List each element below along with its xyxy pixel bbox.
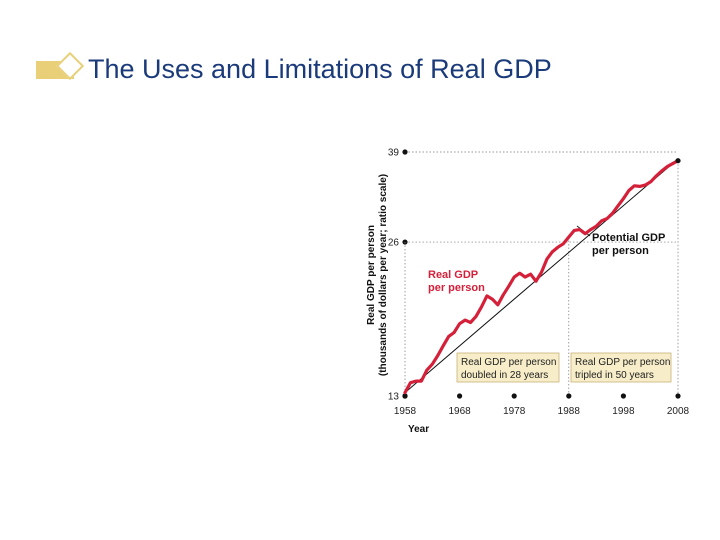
annotation-box-doubled-line2: doubled in 28 years [461,370,548,381]
x-tick-label-1998: 1998 [612,406,635,417]
x-tick-label-2008: 2008 [667,406,690,417]
slide-header: The Uses and Limitations of Real GDP [36,50,696,90]
x-tick-dot-1968 [457,393,463,399]
x-axis-title: Year [408,424,429,435]
potential-gdp-label-line2: per person [592,245,649,257]
y-axis-title-line1: Real GDP per person [366,225,377,325]
x-tick-dot-1958 [402,393,408,399]
y-tick-label-39: 39 [388,148,400,159]
real-gdp-label-line2: per person [428,282,485,294]
x-tick-dot-1978 [511,393,517,399]
y-tick-dot-39 [402,149,408,155]
y-tick-label-13: 13 [388,392,400,403]
x-tick-dot-1988 [566,393,572,399]
x-tick-label-1968: 1968 [448,406,471,417]
x-tick-dot-2008 [675,393,681,399]
potential-gdp-label-line1: Potential GDP [592,232,665,244]
series-real-gdp-line [403,159,680,395]
annotation-box-tripled-line1: Real GDP per person [575,357,670,368]
series-end-point [675,158,681,164]
series-potential-gdp-line [404,158,679,393]
y-tick-label-26: 26 [388,238,400,249]
annotation-box-doubled [456,352,560,383]
annotation-box-tripled-line2: tripled in 50 years [575,370,654,381]
real-gdp-label-line1: Real GDP [428,269,478,281]
slide-title: The Uses and Limitations of Real GDP [88,54,552,84]
y-tick-dot-26 [402,239,408,245]
x-tick-label-1958: 1958 [394,406,417,417]
x-tick-label-1978: 1978 [503,406,526,417]
plot-area: 13 26 39 1958 1968 1978 1988 1998 2008 [388,148,690,418]
y-axis-title-line2: (thousands of dollars per year; ratio sc… [378,174,389,376]
annotation-box-tripled [570,352,672,383]
annotation-box-doubled-line1: Real GDP per person [461,357,556,368]
x-tick-dot-1998 [620,393,627,399]
x-tick-label-1988: 1988 [558,406,581,417]
